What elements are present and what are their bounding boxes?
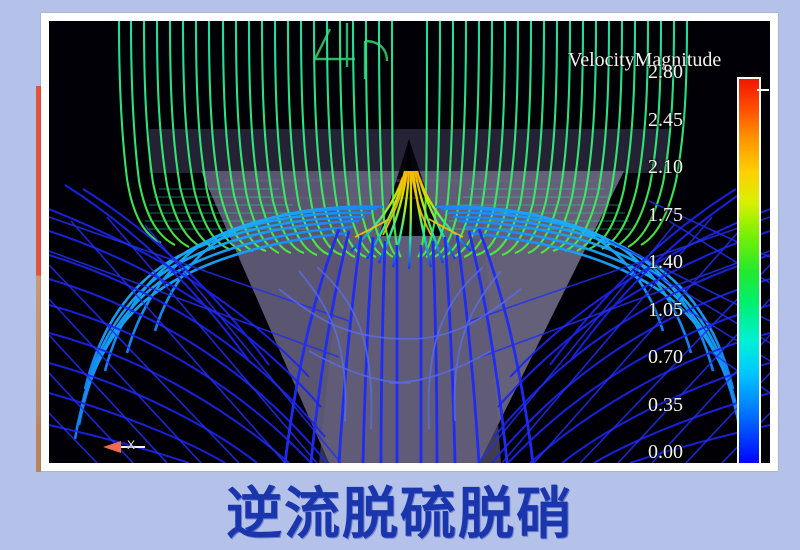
nozzle-jet-streamlines [350, 170, 472, 270]
colorbar-tick-label: 0.35 [648, 393, 683, 416]
colorbar-title: VelocityMagnitude [568, 49, 722, 71]
axis-orientation-widget: X [101, 436, 147, 462]
colorbar-tick-label: 2.80 [648, 61, 683, 83]
colorbar-gradient [737, 77, 761, 463]
slide-caption: 逆流脱硫脱硝 [226, 481, 574, 547]
funnel-internal-streamlines [278, 266, 522, 430]
colorbar-tick-label: 1.75 [648, 203, 683, 226]
colorbar-tick-max [757, 89, 769, 91]
left-panel-edge [36, 86, 41, 424]
colorbar-tick-label: 0.00 [648, 441, 683, 463]
colorbar[interactable]: 2.74 0.00 [737, 77, 769, 463]
cfd-render-view[interactable]: X VelocityMagnitude 2.74 0.00 2.80 2.45 2.… [49, 21, 770, 463]
colorbar-tick-label: 1.05 [648, 298, 683, 321]
colorbar-tick-label: 1.40 [648, 251, 683, 273]
colorbar-tick-label: 2.45 [648, 108, 683, 131]
left-panel-edge-lower [36, 424, 41, 472]
colorbar-tick-label: 2.10 [648, 156, 683, 178]
axis-label-x: X [127, 438, 136, 452]
nozzle-jet-hot-core [354, 172, 464, 238]
annotation-numeral [313, 23, 389, 79]
colorbar-tick-label: 0.70 [648, 346, 683, 368]
axis-arrow-icon [103, 441, 145, 453]
streamline-plot [49, 21, 770, 463]
